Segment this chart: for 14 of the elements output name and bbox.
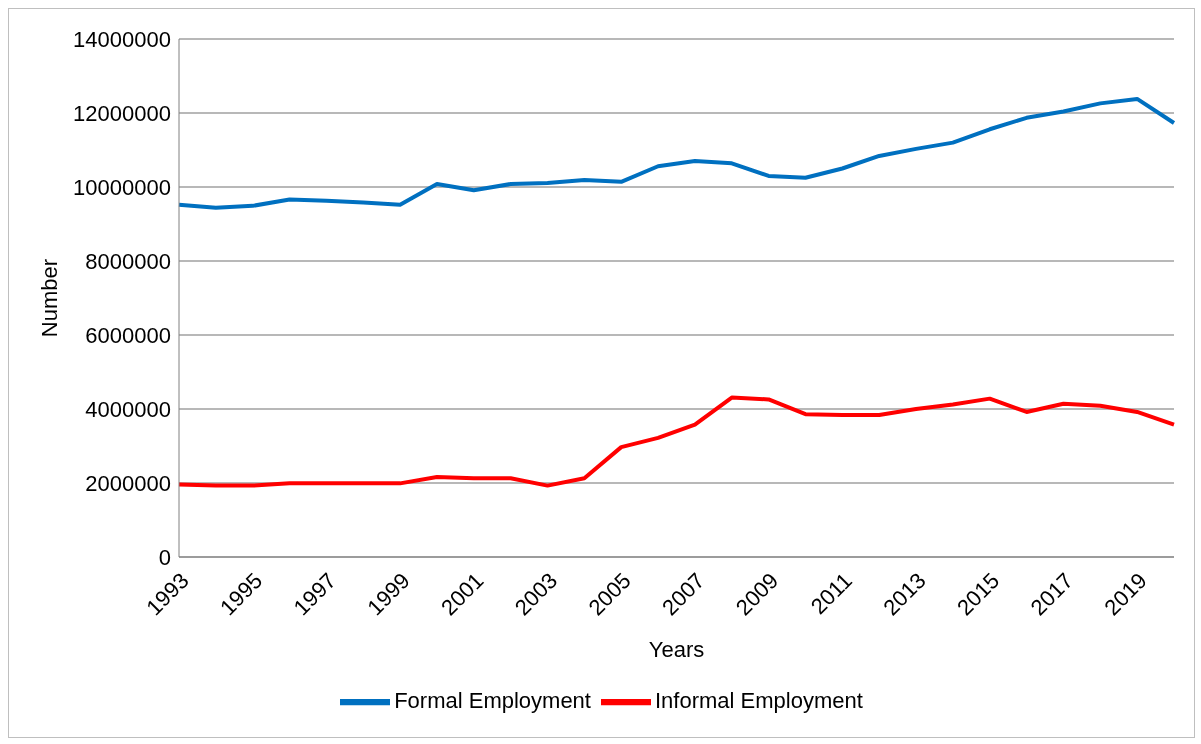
x-axis-title: Years — [648, 637, 705, 662]
line-series — [177, 96, 1176, 210]
y-tick-label: 6000000 — [85, 322, 171, 348]
y-tick-label: 8000000 — [85, 248, 171, 274]
legend-label: Informal Employment — [654, 687, 863, 713]
y-tick-label: 12000000 — [73, 100, 171, 126]
y-axis-title: Number — [36, 258, 62, 338]
legend-label: Formal Employment — [394, 687, 591, 713]
y-tick-label: 10000000 — [73, 174, 171, 200]
y-tick-label: 14000000 — [73, 26, 171, 52]
y-tick-label: 2000000 — [85, 470, 171, 496]
y-tick-label: 0 — [158, 544, 171, 570]
line-series — [177, 395, 1176, 488]
y-tick-label: 4000000 — [85, 396, 171, 422]
